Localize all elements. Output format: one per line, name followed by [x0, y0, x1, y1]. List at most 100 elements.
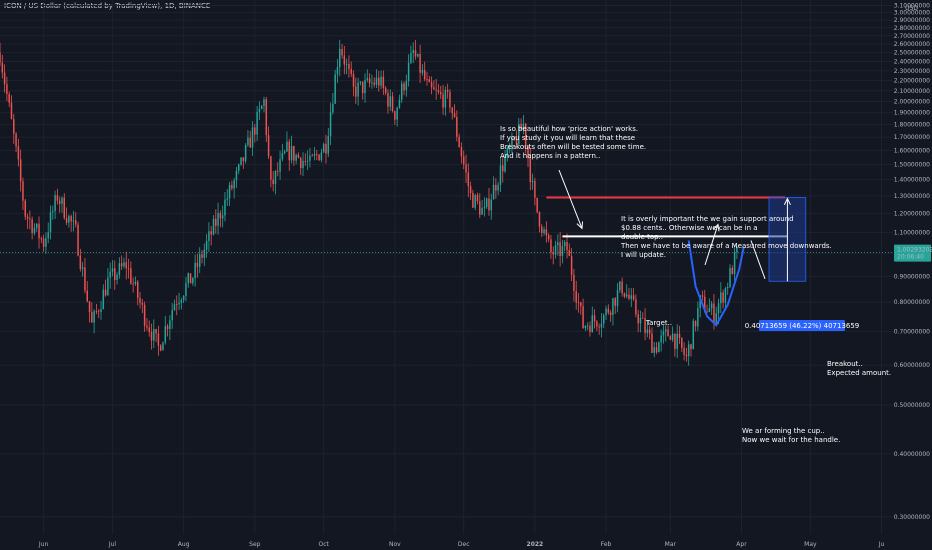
candle: [180, 300, 183, 303]
candle: [233, 180, 235, 189]
cup-curve: [687, 240, 745, 327]
candle: [109, 271, 111, 278]
annotation-line: Breakout..: [827, 360, 863, 368]
grid: [0, 0, 893, 534]
candle: [547, 235, 550, 240]
candle: [1, 62, 4, 73]
candle: [189, 273, 192, 284]
candle: [699, 295, 701, 309]
candle: [116, 274, 118, 280]
measure-label-bg: [759, 320, 845, 331]
candle: [543, 229, 545, 233]
candle: [651, 333, 653, 353]
price-tick-label: 2.30000000: [894, 68, 930, 75]
candle-series: [0, 39, 738, 366]
candle: [575, 291, 577, 303]
annotation-line: Is so beautiful how 'price action' works…: [500, 125, 638, 133]
candle: [242, 157, 245, 162]
candle: [107, 277, 109, 296]
candle: [729, 268, 731, 287]
candle: [499, 165, 502, 185]
candle: [153, 329, 155, 341]
candle: [403, 83, 405, 91]
price-tick-label: 3.00000000: [894, 10, 930, 17]
candle: [79, 255, 82, 269]
time-axis[interactable]: Jun Jul Aug Sep Oct Nov Dec 2022 Feb Mar Apr May Ju: [38, 541, 885, 548]
candle: [364, 80, 366, 94]
price-tick-label: 1.20000000: [894, 210, 930, 217]
candle: [635, 299, 637, 315]
candle: [605, 308, 607, 316]
candle: [355, 86, 357, 97]
candle: [143, 304, 146, 326]
candle: [343, 55, 346, 65]
candle: [446, 89, 449, 92]
candle: [570, 256, 573, 275]
candle: [13, 118, 15, 134]
candle: [290, 146, 293, 161]
candle: [162, 342, 164, 351]
candle: [460, 147, 463, 157]
price-tick-label: 0.80000000: [894, 299, 930, 306]
candle: [609, 312, 612, 315]
candle: [472, 192, 474, 208]
candle: [26, 216, 29, 219]
candle: [221, 215, 224, 219]
candle: [380, 76, 382, 86]
price-tick-label: 2.60000000: [894, 41, 930, 48]
candle: [501, 165, 504, 172]
measure-arrow: [783, 197, 791, 282]
candle: [527, 146, 529, 158]
price-tick-label: 0.40000000: [894, 451, 930, 458]
candle: [52, 211, 54, 213]
candle: [490, 199, 493, 211]
candle: [357, 82, 359, 97]
candle: [508, 147, 511, 149]
candle: [24, 200, 26, 217]
candle: [311, 155, 313, 157]
candle: [607, 308, 610, 313]
candle: [118, 263, 121, 275]
candle: [690, 344, 692, 350]
candle: [692, 320, 695, 350]
breakout-stroke: [750, 240, 766, 279]
candle: [104, 289, 107, 296]
price-axis[interactable]: USD3.100000003.000000002.900000002.80000…: [894, 3, 932, 521]
time-tick-label: May: [804, 541, 817, 548]
candle: [451, 107, 453, 114]
candle: [127, 268, 130, 270]
candle: [644, 318, 646, 333]
candle: [339, 49, 341, 68]
candle: [33, 227, 36, 234]
candle: [130, 268, 132, 284]
candle: [683, 348, 685, 355]
time-tick-label: Apr: [736, 541, 747, 548]
candle: [283, 151, 286, 154]
candle: [3, 72, 6, 85]
candle: [325, 143, 327, 154]
candle: [272, 179, 274, 185]
candle: [166, 326, 169, 329]
candle: [203, 249, 206, 258]
candle: [664, 329, 667, 332]
candle: [201, 254, 203, 258]
candle: [637, 314, 639, 324]
candle: [577, 302, 580, 304]
price-tick-label: 2.40000000: [894, 59, 930, 66]
candle: [352, 73, 355, 87]
candle: [662, 331, 665, 336]
candle: [45, 238, 47, 247]
candle: [676, 333, 678, 349]
candle: [671, 333, 674, 340]
candle: [134, 281, 137, 284]
candle: [648, 329, 651, 334]
candle: [653, 347, 656, 353]
candle: [93, 311, 95, 323]
candle: [320, 152, 323, 161]
candle: [467, 172, 470, 187]
candle: [630, 295, 633, 299]
candle: [495, 184, 497, 191]
candle: [196, 262, 199, 267]
arrow-1: [558, 169, 584, 230]
